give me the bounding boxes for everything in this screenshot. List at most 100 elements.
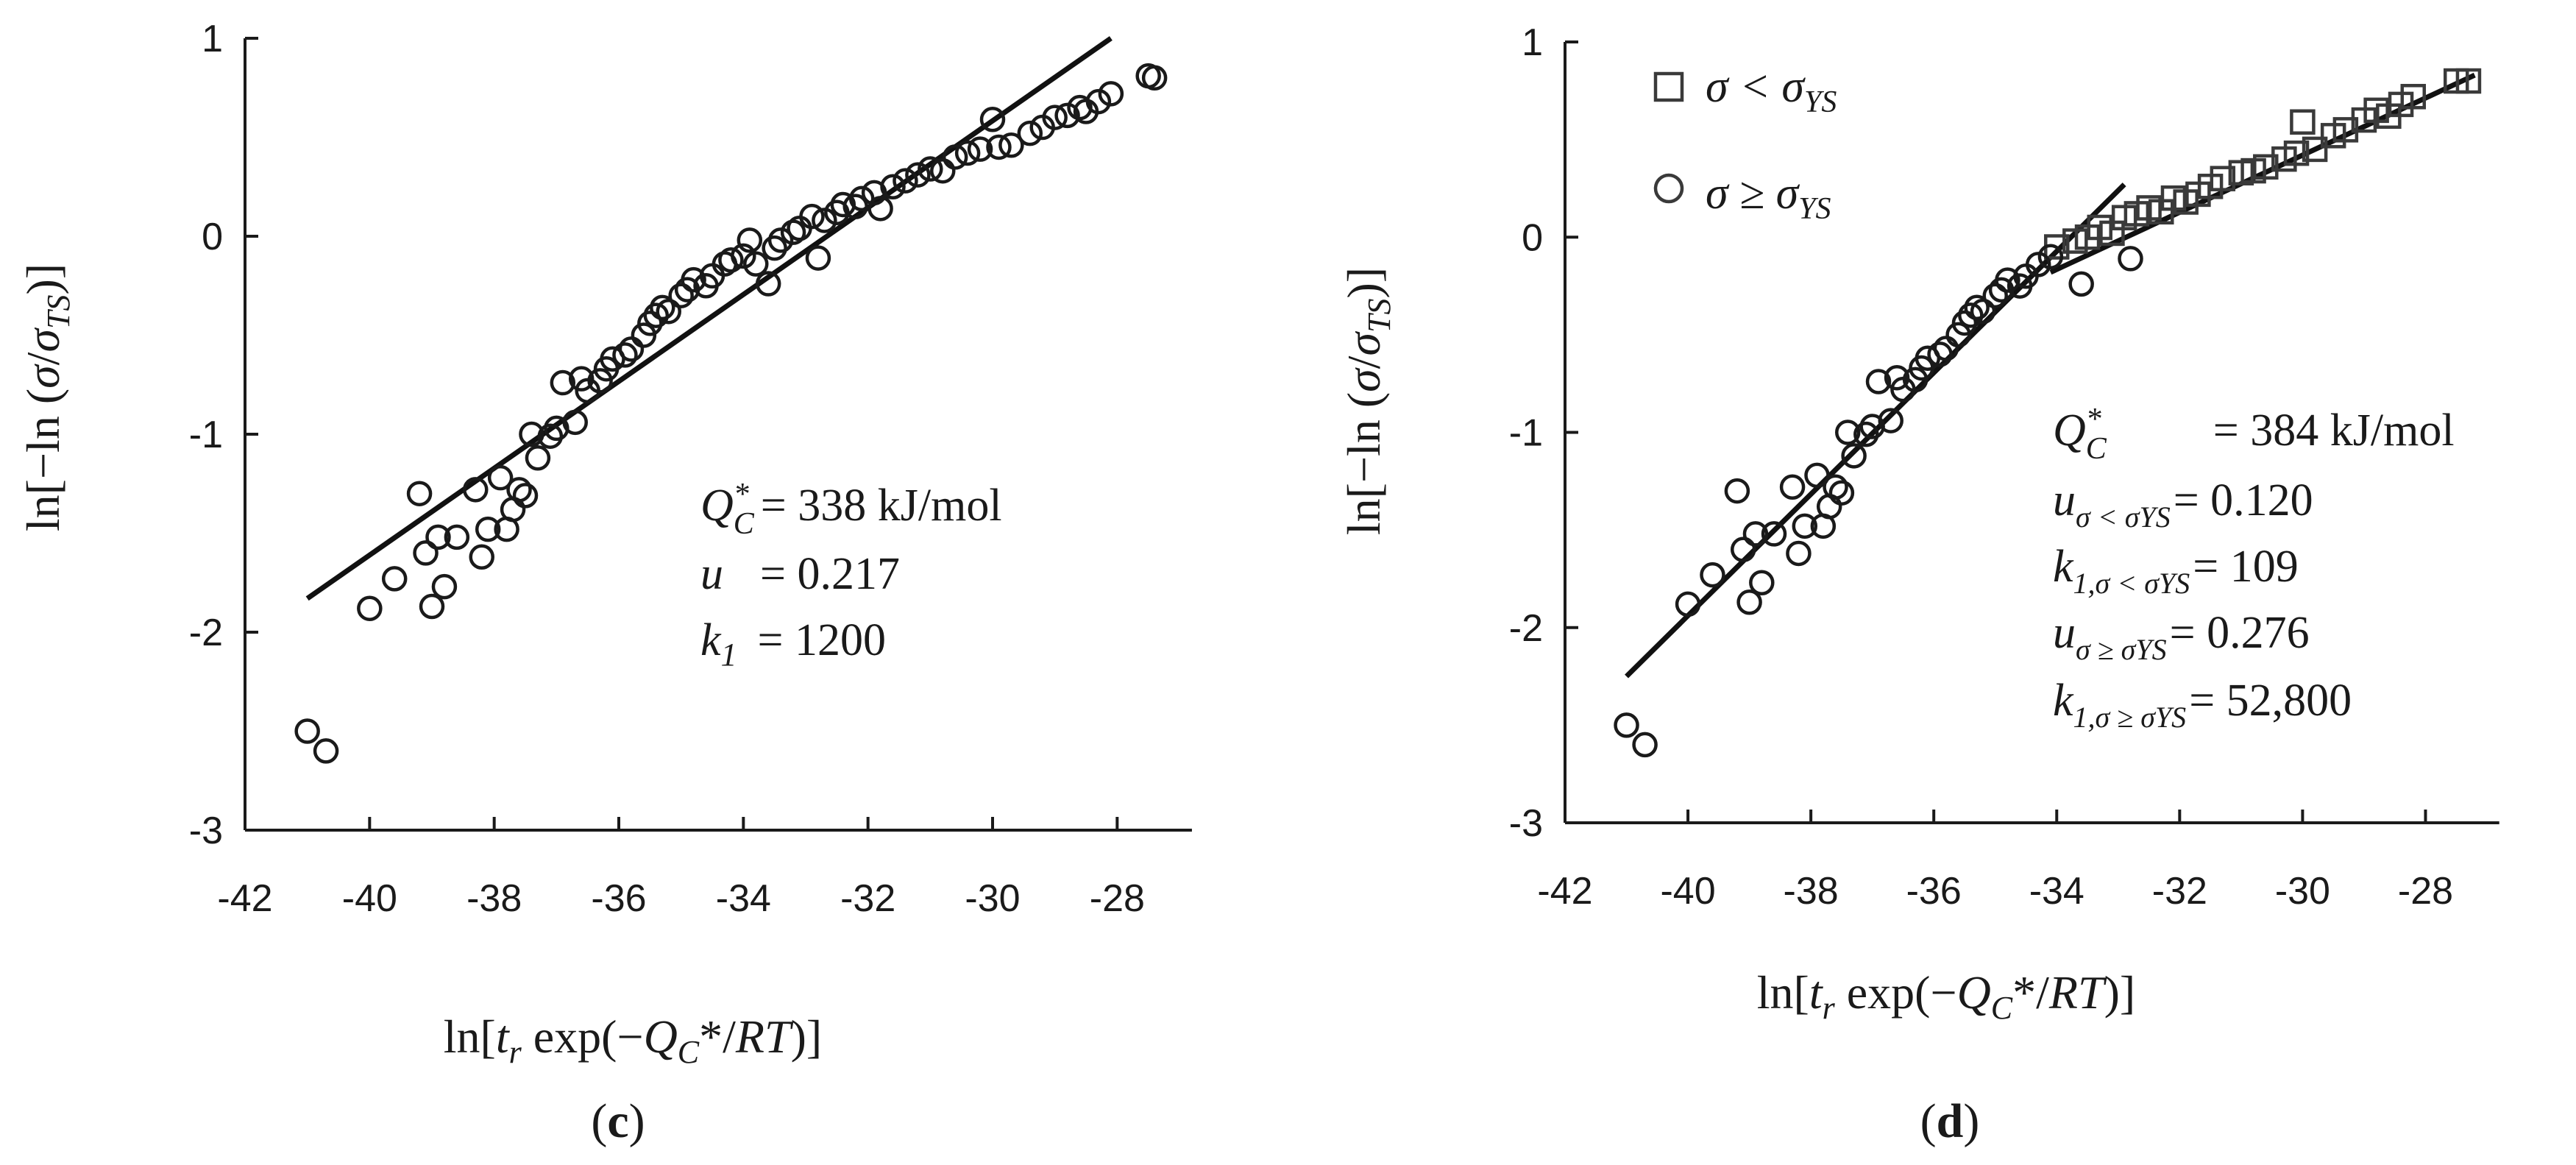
y-tick-label: 0 xyxy=(202,216,223,258)
x-axis-title-d: ln[tr exp(−QC*/RT)] xyxy=(1757,966,2135,1026)
data-point-circle xyxy=(1970,298,1996,325)
x-tick-label: -38 xyxy=(1784,870,1839,913)
data-point-circle xyxy=(506,477,532,503)
parameter-box-d: QC* = 384 kJ/mol uσ < σYS= 0.120 k1,σ < σ… xyxy=(2053,403,2455,734)
param-u-above-d: uσ ≥ σYS= 0.276 xyxy=(2053,608,2310,666)
data-point-circle xyxy=(1614,712,1639,738)
data-point-circle xyxy=(942,144,968,170)
svg-text:ln[−ln (σ/σTS)]: ln[−ln (σ/σTS)] xyxy=(17,263,77,531)
x-tick-label: -40 xyxy=(1660,870,1715,913)
data-point-circle xyxy=(406,481,433,506)
x-tick-label: -30 xyxy=(2275,870,2330,913)
data-point-square xyxy=(2210,166,2236,191)
y-tick-label: -3 xyxy=(189,810,223,852)
data-point-circle xyxy=(905,162,931,188)
x-tick-label: -28 xyxy=(2398,870,2453,913)
data-point-circle xyxy=(1835,419,1861,445)
data-point-circle xyxy=(986,134,1012,160)
legend-d: σ < σYS σ ≥ σYS xyxy=(1653,62,1837,226)
data-point-circle xyxy=(2118,246,2143,272)
data-point-square xyxy=(2253,154,2279,180)
data-point-circle xyxy=(1141,65,1168,91)
param-qc-d: QC* = 384 kJ/mol xyxy=(2053,403,2455,466)
data-point-circle xyxy=(954,140,981,166)
data-point-circle xyxy=(475,516,501,542)
data-point-circle xyxy=(568,366,595,392)
data-point-circle xyxy=(1632,732,1658,758)
x-tick-label: -28 xyxy=(1090,877,1145,920)
fit-line xyxy=(305,36,1113,601)
y-tick-label: -2 xyxy=(189,612,223,654)
y-axis-title-c: ln[−ln (σ/σTS)] xyxy=(17,263,77,531)
data-point-circle xyxy=(357,595,383,621)
data-point-circle xyxy=(867,196,893,222)
data-point-circle xyxy=(1730,537,1756,562)
data-point-square xyxy=(2283,140,2310,166)
x-tick-label: -40 xyxy=(342,877,397,920)
data-point-circle xyxy=(1982,283,2008,309)
y-tick-label: 1 xyxy=(202,18,223,60)
data-point-circle xyxy=(425,524,451,550)
data-point-circle xyxy=(1675,591,1701,617)
data-point-circle xyxy=(1742,521,1769,547)
data-point-circle xyxy=(381,566,408,592)
data-point-circle xyxy=(550,369,576,396)
data-point-circle xyxy=(930,157,956,184)
legend-label-below-ys: σ < σYS xyxy=(1706,62,1837,119)
data-point-circle xyxy=(2025,252,2051,277)
x-tick-label: -42 xyxy=(1537,870,1592,913)
data-point-circle xyxy=(967,136,993,162)
parameter-box-c: QC* = 338 kJ/mol u = 0.217 k1 = 1200 xyxy=(700,478,1002,673)
param-k1-c: k1 = 1200 xyxy=(700,615,886,673)
param-u-c: u = 0.217 xyxy=(700,549,900,599)
data-point-circle xyxy=(737,227,763,253)
legend-square-marker xyxy=(1653,71,1684,102)
data-point-circle xyxy=(1054,102,1080,129)
data-point-circle xyxy=(631,322,657,348)
x-tick-label: -34 xyxy=(2029,870,2084,913)
data-point-circle xyxy=(612,342,638,368)
x-tick-label: -30 xyxy=(965,877,1020,920)
data-point-circle xyxy=(294,718,320,744)
panel-label-c: (c) xyxy=(591,1094,645,1148)
data-point-circle xyxy=(1865,369,1892,394)
data-point-circle xyxy=(1828,480,1855,506)
data-point-circle xyxy=(718,247,744,273)
data-point-circle xyxy=(1995,267,2020,293)
data-point-circle xyxy=(525,445,551,471)
data-point-circle xyxy=(469,544,494,570)
y-tick-label: -1 xyxy=(1509,412,1543,455)
y-tick-label: 0 xyxy=(1522,216,1543,259)
param-u-below-d: uσ < σYS= 0.120 xyxy=(2053,475,2313,534)
legend-circle-marker xyxy=(1653,173,1684,204)
svg-text:ln[−ln (σ/σTS)]: ln[−ln (σ/σTS)] xyxy=(1338,267,1397,535)
data-point-circle xyxy=(487,464,514,491)
data-point-circle xyxy=(562,409,588,436)
data-point-circle xyxy=(1724,478,1750,504)
data-point-square xyxy=(2302,136,2328,163)
data-point-circle xyxy=(431,573,458,600)
data-point-circle xyxy=(618,336,645,362)
data-point-circle xyxy=(1958,302,1984,328)
data-point-circle xyxy=(444,524,470,550)
data-point-circle xyxy=(637,311,663,336)
data-point-circle xyxy=(643,302,670,328)
x-tick-label: -34 xyxy=(716,877,771,920)
data-point-circle xyxy=(2068,271,2094,297)
data-point-circle xyxy=(1761,521,1787,547)
x-axis-title-c: ln[tr exp(−QC*/RT)] xyxy=(444,1010,822,1070)
y-tick-label: -3 xyxy=(1509,802,1543,845)
data-point-square xyxy=(2290,109,2316,135)
data-point-circle xyxy=(787,215,812,241)
data-point-circle xyxy=(918,156,943,182)
data-point-circle xyxy=(2037,244,2064,270)
data-point-circle xyxy=(998,132,1024,158)
data-point-circle xyxy=(762,235,787,261)
data-point-circle xyxy=(512,483,539,509)
data-point-circle xyxy=(731,243,756,269)
data-point-circle xyxy=(313,738,339,764)
data-point-circle xyxy=(805,245,831,271)
y-axis-title-d: ln[−ln (σ/σTS)] xyxy=(1338,267,1397,535)
legend-label-above-ys: σ ≥ σYS xyxy=(1706,169,1831,226)
